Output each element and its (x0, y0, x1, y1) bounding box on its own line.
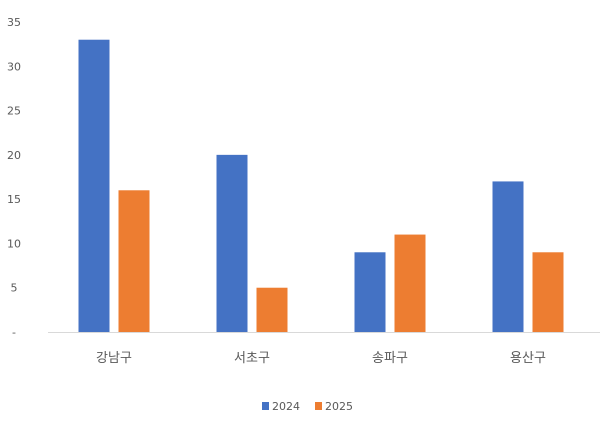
bar-2025-용산구 (532, 252, 564, 332)
x-tick-label: 송파구 (372, 351, 408, 366)
bar-2025-서초구 (256, 287, 288, 332)
y-tick-label: 20 (7, 149, 21, 162)
y-tick-label: - (12, 326, 16, 339)
y-tick-label: 25 (7, 105, 21, 118)
y-tick-label: 30 (7, 60, 21, 73)
x-tick-label: 강남구 (96, 351, 132, 366)
bar-2025-송파구 (394, 234, 426, 332)
legend-label: 2025 (325, 400, 353, 413)
bar-2024-서초구 (216, 154, 248, 332)
bar-2024-용산구 (492, 181, 524, 332)
x-tick-label: 서초구 (234, 351, 270, 366)
bar-2025-강남구 (118, 190, 150, 332)
y-tick-label: 10 (7, 237, 21, 250)
bar-2024-강남구 (78, 39, 110, 332)
y-tick-label: 5 (11, 282, 18, 295)
legend-label: 2024 (272, 400, 300, 413)
legend-swatch-2025 (315, 402, 322, 410)
x-tick-label: 용산구 (510, 351, 546, 366)
y-tick-label: 15 (7, 193, 21, 206)
legend-swatch-2024 (262, 402, 269, 410)
y-tick-label: 35 (7, 16, 21, 29)
bar-2024-송파구 (354, 252, 386, 332)
